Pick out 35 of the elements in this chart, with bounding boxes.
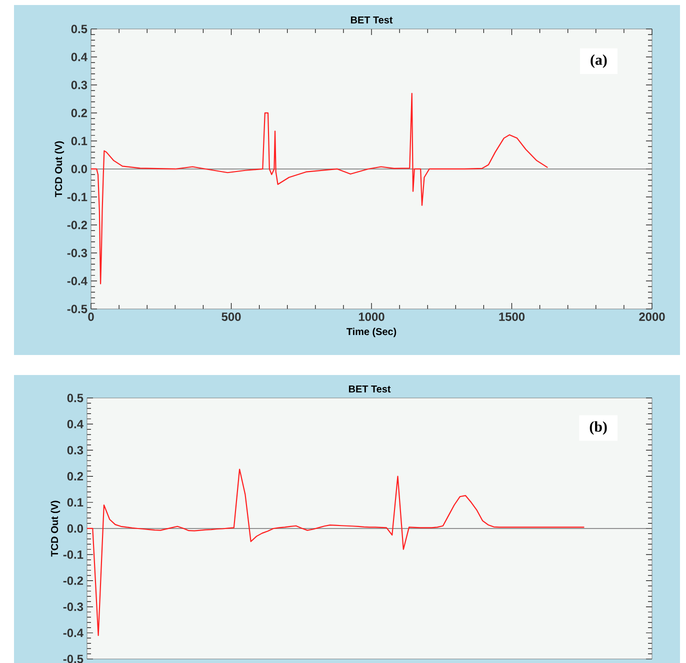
chart-title: BET Test: [350, 16, 393, 24]
x-tick-label: 1000: [358, 312, 384, 321]
x-tick-label: 2000: [639, 312, 665, 321]
y-tick-label: 0.2: [71, 108, 88, 118]
y-tick-label: 0.3: [71, 80, 88, 90]
y-tick-label: -0.2: [67, 220, 88, 230]
y-axis-title: TCD Out (V): [50, 500, 60, 557]
y-tick-label: 0.5: [71, 24, 88, 34]
y-tick-label: -0.4: [63, 628, 84, 638]
y-tick-label: 0.0: [71, 164, 87, 174]
y-tick-label: -0.3: [67, 248, 88, 258]
y-tick-label: 0.4: [71, 52, 88, 62]
y-tick-label: 0.1: [71, 136, 88, 146]
y-tick-label: -0.4: [67, 276, 88, 286]
x-tick-label: 500: [222, 312, 241, 321]
y-tick-label: 0.1: [67, 498, 84, 507]
x-tick-label: 0: [88, 312, 94, 321]
annotation: (b): [590, 421, 607, 435]
y-axis-title: TCD Out (V): [54, 141, 64, 198]
line-series: [91, 92, 548, 284]
y-tick-label: -0.5: [63, 654, 84, 663]
y-tick-label: -0.1: [67, 192, 88, 202]
y-tick-label: 0.0: [67, 524, 83, 533]
y-tick-label: -0.1: [63, 550, 84, 559]
x-tick-label: 1500: [499, 312, 525, 321]
annotation: (a): [590, 54, 607, 68]
y-tick-label: 0.3: [67, 446, 84, 454]
y-tick-label: -0.5: [67, 304, 88, 314]
x-axis-title: Time (Sec): [346, 328, 396, 338]
y-tick-label: -0.3: [63, 602, 84, 612]
y-tick-label: 0.5: [67, 394, 84, 402]
chart-title: BET Test: [348, 386, 391, 392]
y-tick-label: 0.2: [67, 472, 84, 481]
y-tick-label: -0.2: [63, 576, 84, 585]
y-tick-label: 0.4: [67, 420, 84, 428]
